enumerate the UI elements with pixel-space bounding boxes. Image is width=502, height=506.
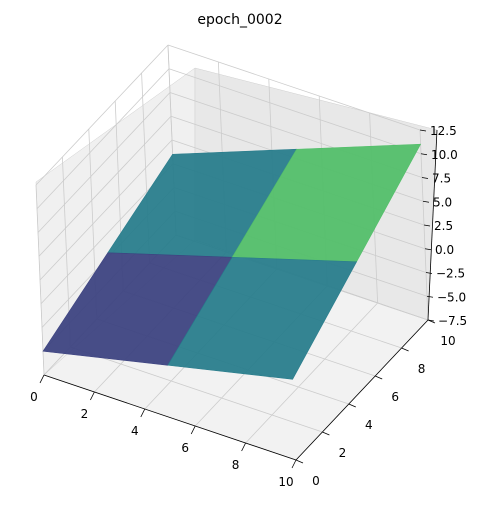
tick-marks: [39, 129, 436, 469]
x-tick: [90, 391, 95, 401]
z-tick: [419, 129, 427, 132]
y-tick-label: 6: [391, 390, 399, 404]
z-tick: [420, 153, 428, 156]
y-tick-label: 8: [418, 362, 426, 376]
z-tick: [425, 272, 433, 274]
tick-labels: 0 2 4 6 8 10 0 2 4 6 8 10 −7.5 −5.0 −2.5 0.0 2.5 5.0 7.5 10…: [30, 124, 467, 489]
x-tick: [241, 442, 246, 452]
grid-line-z-back: [168, 68, 422, 155]
grid-line-z-left: [37, 92, 171, 233]
z-tick-label: 7.5: [432, 172, 451, 186]
x-tick: [291, 459, 297, 469]
x-tick-label: 6: [181, 441, 189, 455]
z-tick-label: 5.0: [433, 195, 452, 209]
y-tick-label: 2: [339, 446, 347, 460]
y-tick: [401, 347, 409, 352]
x-tick-label: 2: [81, 407, 89, 421]
x-tick: [39, 374, 45, 384]
x-tick-label: 8: [232, 458, 240, 472]
x-tick: [140, 408, 146, 418]
z-tick: [423, 224, 431, 227]
z-tick-label: 2.5: [434, 219, 453, 233]
z-tick: [426, 295, 434, 298]
grid-line-z-back: [167, 44, 421, 131]
surface-face: [167, 256, 358, 380]
y-tick-label: 0: [312, 474, 320, 488]
z-tick-label: 0.0: [435, 243, 454, 257]
x-tick-label: 4: [131, 424, 139, 438]
z-tick-label: 10.0: [431, 148, 458, 162]
z-tick-label: −7.5: [438, 314, 467, 328]
grid-line-x-floor: [245, 302, 378, 444]
x-tick-label: 0: [30, 390, 38, 404]
z-tick: [424, 248, 432, 251]
y-tick-label: 10: [440, 334, 455, 348]
grid-line-z-left: [39, 139, 173, 281]
chart-title: epoch_0002: [197, 12, 282, 28]
y-tick-label: 4: [365, 418, 373, 432]
grid-line-z-left: [36, 68, 170, 210]
grid-line-y-floor: [70, 346, 323, 433]
z-tick: [421, 177, 429, 179]
x-tick: [190, 425, 196, 435]
surface-plot: [42, 143, 422, 380]
y-tick: [375, 375, 383, 380]
y-tick: [295, 459, 304, 464]
grid-line-z-left: [38, 115, 172, 257]
y-tick: [348, 403, 356, 408]
z-axis-line: [427, 129, 438, 321]
z-tick-label: 12.5: [430, 124, 457, 138]
z-tick-label: −2.5: [436, 267, 465, 281]
z-tick: [422, 200, 430, 203]
y-tick: [322, 431, 330, 436]
x-tick-label: 10: [278, 475, 293, 489]
grid-line-z-left: [35, 44, 169, 186]
z-tick-label: −5.0: [437, 290, 466, 304]
x-axis-line: [43, 374, 297, 461]
y-axis-line: [295, 319, 429, 461]
z-tick: [427, 319, 435, 322]
